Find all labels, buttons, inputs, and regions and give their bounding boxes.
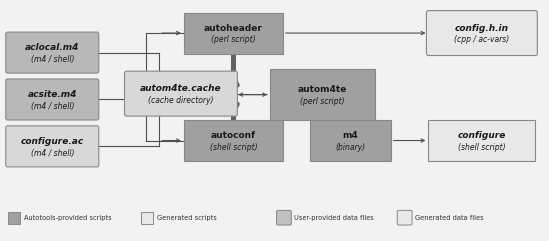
FancyBboxPatch shape: [310, 120, 391, 161]
Text: (m4 / shell): (m4 / shell): [31, 102, 74, 111]
Text: (cpp / ac-vars): (cpp / ac-vars): [454, 35, 509, 44]
FancyBboxPatch shape: [5, 32, 99, 73]
Text: (m4 / shell): (m4 / shell): [31, 149, 74, 158]
Text: Generated scripts: Generated scripts: [157, 215, 217, 221]
Text: Autotools-provided scripts: Autotools-provided scripts: [24, 215, 111, 221]
Text: config.h.in: config.h.in: [455, 24, 509, 33]
FancyBboxPatch shape: [428, 120, 535, 161]
Text: autoheader: autoheader: [204, 24, 263, 33]
FancyBboxPatch shape: [8, 212, 20, 224]
Text: autoconf: autoconf: [211, 131, 256, 140]
Text: autom4te: autom4te: [298, 85, 347, 94]
FancyBboxPatch shape: [270, 69, 375, 120]
Text: (cache directory): (cache directory): [148, 96, 214, 105]
Text: aclocal.m4: aclocal.m4: [25, 43, 80, 52]
Text: (binary): (binary): [335, 143, 365, 152]
Text: (perl script): (perl script): [211, 35, 256, 44]
Text: (m4 / shell): (m4 / shell): [31, 55, 74, 64]
FancyBboxPatch shape: [125, 71, 237, 116]
FancyBboxPatch shape: [5, 126, 99, 167]
Text: m4: m4: [343, 131, 358, 140]
Text: configure: configure: [458, 131, 506, 140]
Text: Generated data files: Generated data files: [414, 215, 483, 221]
Text: autom4te.cache: autom4te.cache: [140, 84, 222, 93]
Text: User-provided data files: User-provided data files: [294, 215, 373, 221]
Text: acsite.m4: acsite.m4: [27, 90, 77, 99]
Text: configure.ac: configure.ac: [21, 137, 84, 146]
FancyBboxPatch shape: [141, 212, 153, 224]
FancyBboxPatch shape: [184, 120, 283, 161]
FancyBboxPatch shape: [397, 210, 412, 225]
FancyBboxPatch shape: [184, 13, 283, 54]
FancyBboxPatch shape: [277, 210, 292, 225]
FancyBboxPatch shape: [427, 11, 537, 55]
Text: (perl script): (perl script): [300, 97, 345, 106]
Text: (shell script): (shell script): [210, 143, 257, 152]
Text: (shell script): (shell script): [458, 143, 506, 152]
FancyBboxPatch shape: [5, 79, 99, 120]
